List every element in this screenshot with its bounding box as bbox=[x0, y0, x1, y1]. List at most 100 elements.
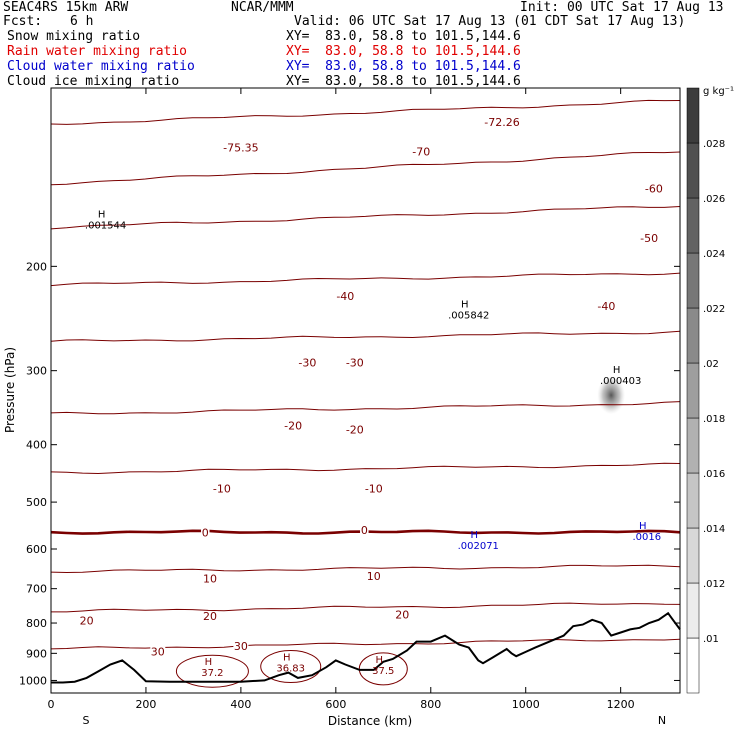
contour-label-bg bbox=[394, 609, 410, 621]
warm-closed-contour bbox=[175, 654, 249, 688]
extreme-mark: H bbox=[283, 652, 291, 663]
colorbar-tick-label: .01 bbox=[703, 634, 719, 645]
extreme-value: .002071 bbox=[458, 541, 499, 552]
colorbar-segment bbox=[686, 472, 700, 529]
extreme-value: 37.2 bbox=[201, 668, 223, 679]
y-tick-label: 1000 bbox=[19, 674, 47, 687]
x-tick-label: 400 bbox=[230, 698, 251, 711]
contour-label: 20 bbox=[80, 614, 94, 627]
colorbar-segment bbox=[686, 307, 700, 364]
contour-label: -50 bbox=[640, 232, 658, 245]
contour-label: -10 bbox=[365, 483, 383, 496]
contour-label-bg bbox=[150, 646, 166, 658]
colorbar-tick-label: .026 bbox=[703, 194, 725, 205]
field-name-snow: Snow mixing ratio bbox=[7, 29, 141, 44]
y-axis-title: Pressure (hPa) bbox=[3, 347, 17, 433]
x-end-label-south: S bbox=[83, 714, 90, 727]
contour-label-bg bbox=[638, 233, 660, 245]
colorbar-tick-label: .014 bbox=[703, 524, 725, 535]
colorbar-unit: g kg⁻¹ bbox=[703, 86, 734, 97]
contour-label: -40 bbox=[597, 300, 615, 313]
contour-label: 0 bbox=[202, 526, 209, 539]
contour-label: 10 bbox=[367, 570, 381, 583]
y-tick-label: 900 bbox=[26, 647, 47, 660]
x-axis-title: Distance (km) bbox=[328, 714, 412, 728]
contour-label: -60 bbox=[645, 182, 663, 195]
contour-label: 30 bbox=[234, 640, 248, 653]
extreme-value: .000403 bbox=[600, 376, 641, 387]
contour-label: 20 bbox=[203, 610, 217, 623]
y-tick-label: 200 bbox=[26, 260, 47, 273]
extreme-mark: H bbox=[639, 521, 647, 532]
field-name-cloud-water: Cloud water mixing ratio bbox=[7, 59, 195, 74]
y-tick-label: 500 bbox=[26, 496, 47, 509]
extreme-mark: H bbox=[98, 210, 106, 221]
model-title: SEAC4RS 15km ARW bbox=[3, 0, 129, 15]
contour-label-bg bbox=[344, 357, 366, 369]
colorbar-segment bbox=[686, 197, 700, 254]
temperature-contour--20 bbox=[50, 401, 681, 415]
contour-label-bg bbox=[334, 291, 357, 303]
field-xy-cloud-water: XY= 83.0, 58.8 to 101.5,144.6 bbox=[286, 59, 521, 74]
center-title: NCAR/MMM bbox=[231, 0, 294, 15]
contour-label: -10 bbox=[213, 483, 231, 496]
contour-label-bg bbox=[643, 183, 665, 195]
x-tick-label: 800 bbox=[420, 698, 441, 711]
y-tick-label: 300 bbox=[26, 365, 47, 378]
contour-label: 0 bbox=[361, 524, 368, 537]
colorbar-tick-label: .018 bbox=[703, 414, 725, 425]
contour-label-bg bbox=[233, 640, 249, 652]
contour-label: -75.35 bbox=[223, 142, 258, 155]
colorbar-segment bbox=[686, 87, 700, 144]
contour-label-bg bbox=[360, 525, 369, 537]
contour-label-bg bbox=[595, 301, 618, 313]
contour-label-bg bbox=[481, 117, 523, 129]
colorbar-segment bbox=[686, 252, 700, 309]
x-tick-label: 1200 bbox=[607, 698, 635, 711]
field-xy-snow: XY= 83.0, 58.8 to 101.5,144.6 bbox=[286, 29, 521, 44]
x-tick-label: 200 bbox=[135, 698, 156, 711]
plot-frame bbox=[50, 87, 681, 694]
valid-time: Valid: 06 UTC Sat 17 Aug 13 (01 CDT Sat … bbox=[294, 14, 686, 29]
colorbar-segment bbox=[686, 527, 700, 584]
temperature-contour-20 bbox=[51, 602, 681, 613]
y-tick-label: 700 bbox=[26, 583, 47, 596]
y-tick-label: 800 bbox=[26, 617, 47, 630]
temperature-contour--30 bbox=[50, 330, 681, 342]
contour-label-bg bbox=[201, 527, 210, 539]
extreme-mark: H bbox=[470, 530, 478, 541]
forecast-label: Fcst: bbox=[3, 14, 43, 29]
x-tick-label: 1000 bbox=[512, 698, 540, 711]
extreme-mark: H bbox=[376, 655, 384, 666]
colorbar-tick-label: .012 bbox=[703, 579, 725, 590]
y-tick-label: 400 bbox=[26, 439, 47, 452]
temperature-contour-30 bbox=[50, 638, 681, 650]
extreme-value: 36.83 bbox=[276, 663, 305, 674]
contour-label: -70 bbox=[412, 146, 430, 159]
contour-label: 20 bbox=[395, 608, 409, 621]
colorbar-segment bbox=[686, 637, 700, 694]
contour-label: -30 bbox=[346, 356, 364, 369]
colorbar-segment bbox=[686, 362, 700, 419]
temperature-contour--70 bbox=[50, 99, 681, 125]
contour-label: -72.26 bbox=[484, 116, 519, 129]
y-tick-label: 600 bbox=[26, 543, 47, 556]
colorbar-tick-label: .022 bbox=[703, 304, 725, 315]
contour-label-bg bbox=[296, 357, 319, 369]
contour-label-bg bbox=[79, 615, 95, 627]
contour-label-bg bbox=[282, 420, 304, 432]
x-tick-label: 0 bbox=[48, 698, 55, 711]
init-time: Init: 00 UTC Sat 17 Aug 13 bbox=[520, 0, 724, 15]
x-end-label-north: N bbox=[658, 714, 666, 727]
colorbar-segment bbox=[686, 142, 700, 199]
colorbar-tick-label: .02 bbox=[703, 359, 719, 370]
temperature-contour--50 bbox=[50, 206, 681, 230]
colorbar-segment bbox=[686, 582, 700, 639]
field-xy-cloud-ice: XY= 83.0, 58.8 to 101.5,144.6 bbox=[286, 74, 521, 89]
contour-label-bg bbox=[202, 573, 218, 585]
extreme-value: .005842 bbox=[448, 311, 489, 322]
terrain-profile bbox=[51, 611, 681, 684]
field-xy-rain: XY= 83.0, 58.8 to 101.5,144.6 bbox=[286, 44, 521, 59]
extreme-value: .0016 bbox=[632, 532, 661, 543]
